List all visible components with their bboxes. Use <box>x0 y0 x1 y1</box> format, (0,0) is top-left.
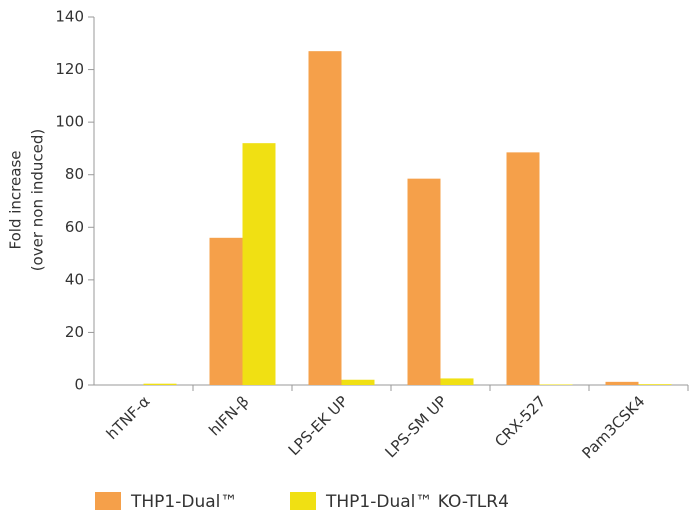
y-tick-label: 0 <box>74 376 84 394</box>
bar <box>341 379 375 385</box>
x-tick-label: hIFN-β <box>205 392 252 439</box>
y-tick-label: 120 <box>55 60 84 78</box>
x-tick-label: Pam3CSK4 <box>578 392 648 462</box>
y-tick-label: 80 <box>65 165 84 183</box>
bar <box>143 383 177 385</box>
x-tick-label: LPS-SM UP <box>382 392 451 461</box>
y-tick-label: 20 <box>65 323 84 341</box>
y-tick-label: 140 <box>55 8 84 26</box>
legend-label: THP1-Dual™ KO-TLR4 <box>325 492 509 512</box>
bar <box>638 384 672 385</box>
y-axis-label: Fold increase <box>7 151 25 250</box>
bar <box>308 51 342 386</box>
bar <box>440 378 474 385</box>
x-tick-label: LPS-EK UP <box>285 392 352 459</box>
y-tick-label: 40 <box>65 270 84 288</box>
legend-swatch <box>95 492 121 510</box>
y-tick-label: 60 <box>65 218 84 236</box>
y-tick-label: 100 <box>55 113 84 131</box>
bar <box>209 237 243 385</box>
x-tick-label: CRX-527 <box>491 392 549 450</box>
legend-swatch <box>290 492 316 510</box>
bar <box>605 381 639 385</box>
bar <box>242 143 276 385</box>
y-axis-label: (over non induced) <box>29 129 47 272</box>
bar <box>506 152 540 385</box>
bar <box>539 384 573 385</box>
legend-label: THP1-Dual™ <box>130 492 237 512</box>
bar <box>407 178 441 385</box>
x-tick-label: hTNF-α <box>103 392 154 443</box>
